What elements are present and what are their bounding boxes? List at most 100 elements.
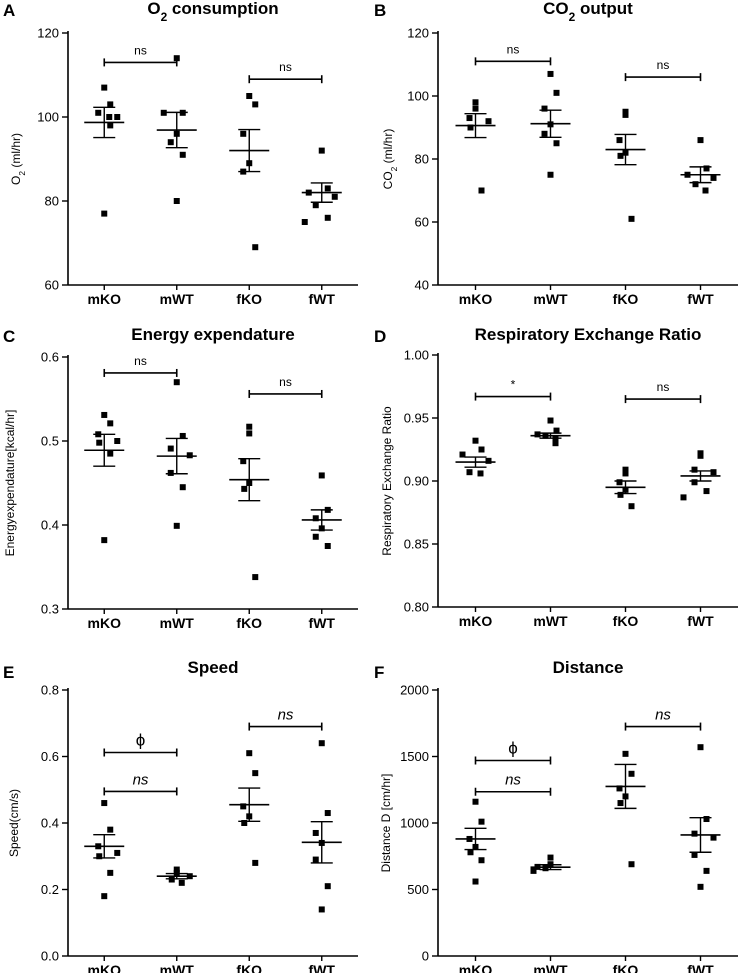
data-point (324, 214, 331, 221)
data-point (312, 829, 319, 836)
data-point (173, 198, 180, 204)
data-point (703, 165, 710, 172)
data-point (703, 816, 710, 823)
x-category-label: fKO (613, 291, 639, 307)
y-tick-label: 0.85 (404, 537, 429, 552)
data-point (318, 147, 325, 154)
significance-bracket: ns (474, 42, 552, 66)
data-point (553, 140, 560, 147)
series-fKO (605, 108, 646, 222)
series-mKO (84, 411, 125, 544)
data-point (114, 849, 121, 856)
y-tick-label: 0.4 (41, 816, 59, 831)
data-point (628, 861, 635, 868)
data-point (252, 244, 259, 251)
data-point (547, 854, 554, 861)
y-tick-label: 0 (422, 949, 429, 964)
data-point (101, 537, 108, 544)
series-mKO (84, 800, 125, 900)
data-point (186, 452, 193, 459)
y-tick-label: 0.4 (41, 518, 59, 533)
data-point (101, 800, 108, 807)
data-point (160, 109, 167, 116)
series-fWT (680, 744, 721, 890)
data-point (179, 484, 186, 491)
data-point (467, 124, 474, 131)
series-mWT (156, 379, 197, 529)
y-tick-label: 120 (37, 26, 59, 41)
y-tick-label: 80 (415, 152, 429, 167)
significance-bracket: ns (248, 60, 323, 84)
x-category-label: mWT (160, 615, 195, 631)
x-category-label: fWT (687, 962, 714, 973)
data-point (622, 111, 629, 118)
data-point (710, 174, 717, 181)
significance-bracket: ns (624, 58, 702, 82)
data-point (697, 452, 704, 459)
data-point (697, 137, 704, 144)
series-mKO (455, 437, 496, 477)
data-point (691, 466, 698, 473)
series-mWT (156, 55, 197, 204)
data-point (178, 879, 185, 886)
data-point (691, 851, 698, 858)
y-tick-label: 0.2 (41, 882, 59, 897)
data-point (485, 457, 492, 464)
data-point (710, 834, 717, 841)
data-point (240, 458, 247, 465)
significance-bracket: ϕ (474, 738, 552, 765)
data-point (617, 491, 624, 498)
significance-label: ns (134, 43, 147, 57)
data-point (114, 438, 121, 444)
data-point (466, 469, 473, 476)
significance-label: * (511, 378, 516, 392)
x-category-label: mWT (533, 613, 568, 629)
series-fWT (301, 472, 342, 549)
data-point (616, 785, 623, 792)
data-point (530, 867, 537, 874)
data-point (541, 130, 548, 137)
data-point (485, 118, 492, 125)
data-point (252, 770, 259, 777)
y-tick-label: 60 (45, 278, 59, 293)
data-point (114, 114, 121, 120)
data-point (312, 202, 319, 209)
x-category-label: fWT (309, 962, 336, 973)
data-point (167, 445, 174, 452)
data-point (616, 137, 623, 144)
data-point (173, 379, 180, 386)
y-axis-label: Energyexpendature[kcal/hr] (3, 410, 17, 557)
data-point (107, 101, 114, 108)
data-point (702, 187, 709, 194)
x-category-label: fKO (613, 962, 639, 973)
data-point (547, 417, 554, 424)
data-point (628, 503, 635, 510)
x-category-label: mKO (459, 613, 493, 629)
data-point (552, 440, 559, 447)
data-point (472, 878, 479, 885)
y-axis-label: Respiratory Exchange Ratio (380, 406, 394, 556)
series-fWT (680, 137, 721, 194)
panel-letter: A (3, 1, 15, 20)
data-point (478, 187, 485, 194)
x-category-label: mKO (88, 615, 122, 631)
data-point (477, 470, 484, 477)
y-tick-label: 0.95 (404, 411, 429, 426)
x-category-label: fWT (309, 615, 336, 631)
data-point (318, 906, 325, 913)
significance-label: ns (505, 772, 521, 789)
series-fKO (605, 750, 646, 868)
data-point (96, 439, 103, 446)
panel-A: A O2 consumption O2 (ml/hr) 60 80 100 120 mKO mW… (3, 0, 358, 307)
y-tick-label: 1500 (400, 749, 429, 764)
data-point (616, 479, 623, 486)
significance-label: ϕ (136, 731, 146, 750)
data-point (173, 522, 180, 529)
data-point (622, 750, 629, 757)
data-point (106, 114, 113, 120)
data-point (101, 411, 108, 418)
x-category-label: mWT (533, 291, 568, 307)
series-fKO (229, 423, 270, 581)
panel-E: E Speed Speed(cm/s) 0.0 0.2 0.4 0.6 0.8 mKO mWT fK… (3, 658, 358, 973)
